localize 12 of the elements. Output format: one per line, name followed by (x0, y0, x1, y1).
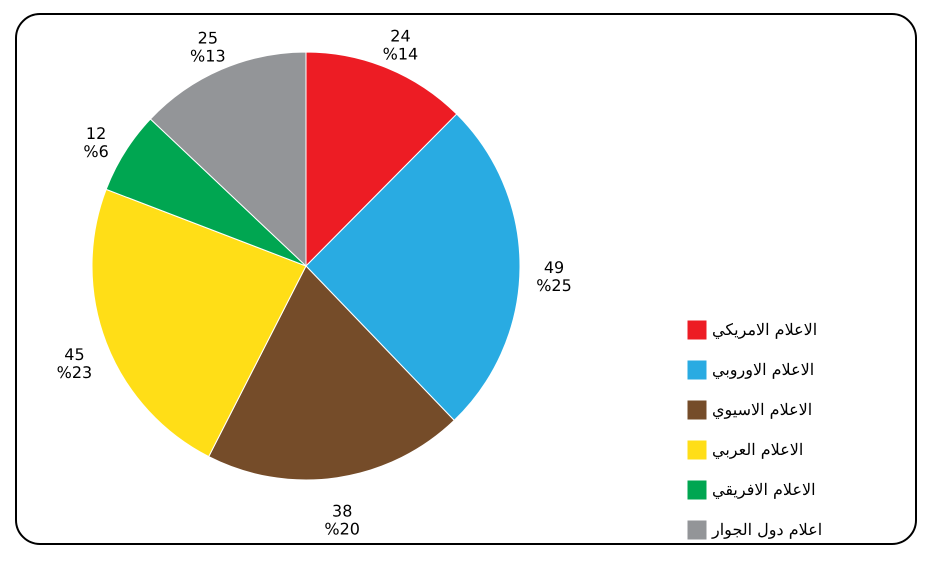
data-label: 12 %6 (83, 124, 109, 161)
data-label: 24 %14 (382, 26, 418, 64)
legend-label: الاعلام الافريقي (712, 480, 816, 499)
legend-label: الاعلام العربي (712, 440, 804, 459)
data-label: 38 %20 (324, 501, 360, 538)
data-label: 49 %25 (536, 258, 572, 296)
data-label: 25 %13 (190, 28, 226, 66)
legend-label: الاعلام الاوروبي (712, 360, 814, 379)
legend-label: الاعلام الاسيوي (712, 400, 812, 419)
legend-label: الاعلام الامريكي (712, 320, 818, 339)
legend-label: اعلام دول الجوار (711, 520, 822, 539)
data-label: 45 %23 (56, 344, 92, 382)
